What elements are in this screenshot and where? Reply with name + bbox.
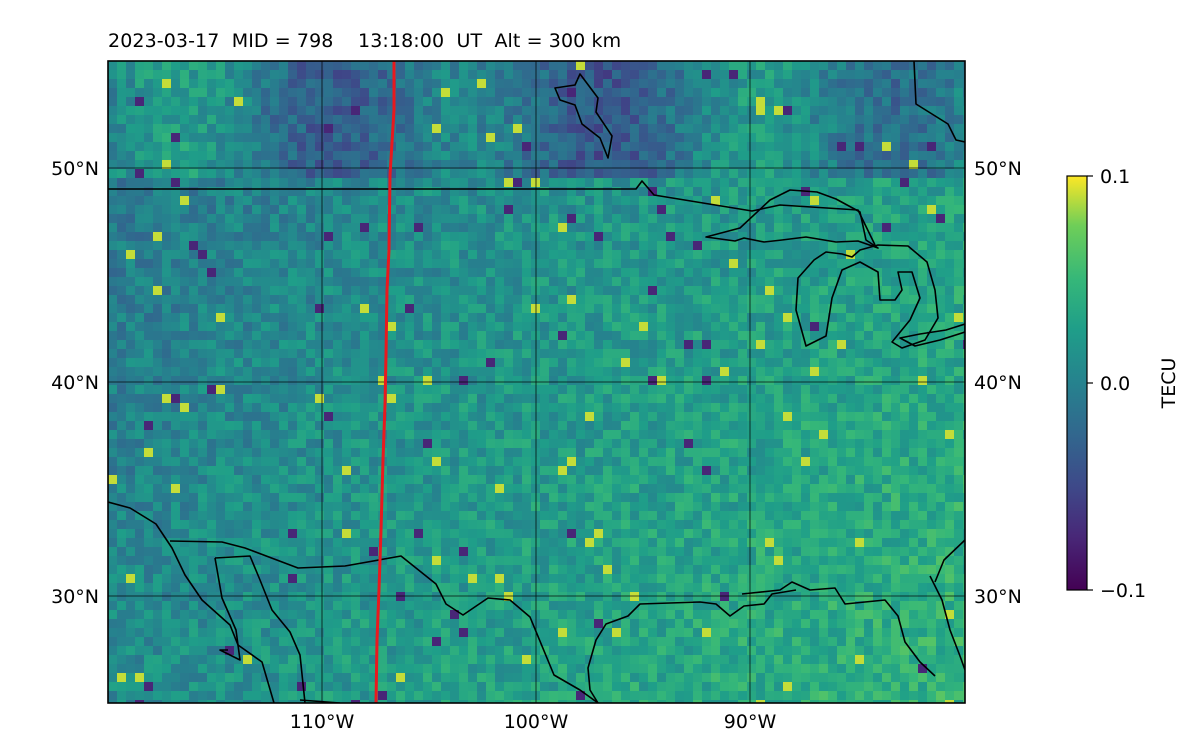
lat-tick-50n-left: 50°N <box>51 158 99 180</box>
lake-michigan-huron <box>795 244 939 349</box>
graticule-lines <box>108 61 965 703</box>
colorbar-label-zero: 0.0 <box>1100 373 1130 395</box>
lat-tick-50n-right: 50°N <box>974 158 1022 180</box>
lat-tick-30n-left: 30°N <box>51 586 99 608</box>
latitude-ticks-left: 50°N 40°N 30°N <box>51 158 99 608</box>
lake-erie <box>899 323 965 347</box>
colorbar: 0.1 0.0 −0.1 TECU <box>1066 166 1180 602</box>
hudson-bay-edge <box>554 73 613 159</box>
florida-peninsula <box>934 539 965 583</box>
map-frame <box>107 60 966 704</box>
lake-superior <box>705 189 879 249</box>
lat-tick-40n-right: 40°N <box>974 372 1022 394</box>
us-canada-border <box>108 180 876 246</box>
tec-heatmap <box>108 61 965 703</box>
florida-west <box>929 575 965 671</box>
baja-inner <box>214 557 241 661</box>
coastlines-and-borders <box>108 61 965 703</box>
plot-title: 2023-03-17 MID = 798 13:18:00 UT Alt = 3… <box>108 30 622 52</box>
labrador-coast <box>913 61 965 143</box>
lon-tick-90w: 90°W <box>724 711 777 733</box>
colorbar-label-max: 0.1 <box>1100 166 1130 188</box>
lat-tick-30n-right: 30°N <box>974 586 1022 608</box>
gulf-of-california-coast <box>214 555 306 703</box>
colorbar-label-min: −0.1 <box>1100 580 1146 602</box>
baja-peninsula <box>108 501 275 703</box>
lon-tick-110w: 110°W <box>290 711 355 733</box>
latitude-ticks-right: 50°N 40°N 30°N <box>974 158 1022 608</box>
satellite-track <box>374 61 396 703</box>
colorbar-title: TECU <box>1158 358 1180 410</box>
gulf-coast-louisiana <box>741 581 936 677</box>
lon-tick-100w: 100°W <box>504 711 569 733</box>
longitude-ticks: 110°W 100°W 90°W <box>290 711 777 733</box>
us-mexico-border <box>169 540 599 703</box>
lat-tick-40n-left: 40°N <box>51 372 99 394</box>
colorbar-gradient <box>1066 175 1088 591</box>
gulf-coast-texas <box>587 589 797 703</box>
